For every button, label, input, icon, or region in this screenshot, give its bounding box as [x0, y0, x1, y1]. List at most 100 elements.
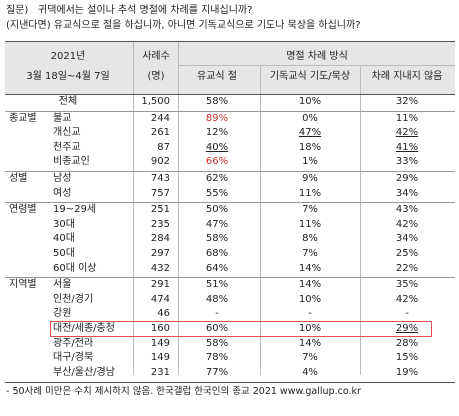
row-n: 743 — [150, 173, 170, 184]
row-label: 여성 — [53, 187, 72, 199]
rule — [5, 382, 455, 384]
cell: 42% — [395, 127, 419, 139]
row-n: 149 — [150, 337, 170, 349]
cell: 19% — [395, 366, 419, 378]
cell: 89% — [205, 112, 229, 124]
row-label: 전체 — [58, 96, 78, 107]
rule — [260, 66, 261, 375]
row-n: 160 — [150, 323, 170, 334]
period-year: 2021년 — [50, 51, 86, 62]
row-label: 부산/울산/경남 — [53, 366, 115, 378]
question-line: (지낸다면) 유교식으로 절을 하십니까, 아니면 기독교식으로 기도나 묵상을… — [6, 20, 361, 31]
cell: 50% — [205, 204, 229, 216]
cell: 43% — [395, 204, 419, 216]
rule — [178, 42, 179, 375]
cell: 7% — [302, 248, 318, 259]
cell: 51% — [205, 279, 229, 291]
row-label: 불교 — [53, 112, 72, 124]
cell: - — [405, 308, 409, 320]
row-label: 광주/전라 — [53, 337, 94, 349]
row-n: 432 — [150, 262, 170, 274]
rule — [178, 65, 455, 66]
cell: 42% — [395, 293, 419, 305]
cell: 58% — [205, 96, 229, 107]
cell: 35% — [395, 279, 419, 291]
row-label: 천주교 — [53, 141, 81, 153]
header-bg — [5, 42, 455, 94]
cell: 18% — [298, 141, 322, 153]
column-header: 차례 지내지 않음 — [371, 71, 443, 82]
cell: 14% — [298, 262, 322, 274]
cell: 7% — [302, 352, 318, 364]
row-n: 297 — [150, 248, 170, 259]
row-n: 757 — [150, 187, 170, 199]
cell: 40% — [205, 141, 229, 153]
row-label: 남성 — [53, 173, 72, 184]
column-header: 기독교식 기도/묵상 — [269, 71, 351, 82]
cell: 10% — [298, 323, 322, 334]
row-n: 231 — [150, 366, 170, 378]
cell: 29% — [395, 173, 419, 184]
cell: 66% — [205, 156, 229, 168]
cell: 64% — [205, 262, 229, 274]
period-range: 3월 18일~4월 7일 — [26, 71, 110, 82]
cell: 48% — [205, 293, 229, 305]
row-n: 1,500 — [141, 96, 170, 107]
row-label: 50대 — [53, 248, 75, 259]
rule — [5, 94, 455, 95]
row-n: 284 — [150, 233, 170, 245]
cell: 68% — [205, 248, 229, 259]
cell: 14% — [298, 279, 322, 291]
cell: 11% — [395, 112, 419, 124]
cell: 22% — [395, 262, 419, 274]
n-label: 사례수 — [142, 51, 170, 62]
cell: 33% — [395, 156, 419, 168]
row-label: 강원 — [53, 308, 72, 320]
cell: 14% — [298, 337, 322, 349]
rule — [133, 42, 134, 375]
cell: 28% — [395, 337, 419, 349]
cell: 10% — [298, 96, 322, 107]
cell: 12% — [205, 127, 229, 139]
row-label: 30대 — [53, 218, 75, 230]
column-header: 유교식 절 — [197, 71, 237, 82]
row-label: 60대 이상 — [53, 262, 97, 274]
cell: 32% — [395, 96, 419, 107]
rule — [360, 66, 361, 375]
cell: 47% — [298, 127, 322, 139]
rule — [5, 110, 455, 112]
cell: 47% — [205, 218, 229, 230]
cell: 41% — [395, 141, 419, 153]
cell: 58% — [205, 337, 229, 349]
cell: 8% — [302, 233, 318, 245]
row-label: 서울 — [53, 279, 72, 291]
row-label: 인천/경기 — [53, 293, 94, 305]
row-n: 291 — [150, 279, 170, 291]
row-label: 대구/경북 — [53, 352, 94, 364]
cell: 55% — [205, 187, 229, 199]
cell: 15% — [395, 352, 419, 364]
cell: 11% — [298, 218, 322, 230]
row-n: 149 — [150, 352, 170, 364]
rule — [5, 277, 455, 279]
row-n: 244 — [150, 112, 170, 124]
rule — [5, 202, 455, 204]
row-n: 251 — [150, 204, 170, 216]
group-label: 지역별 — [9, 279, 37, 291]
cell: 1% — [302, 156, 318, 168]
cell: 62% — [205, 173, 229, 184]
row-label: 40대 — [53, 233, 75, 245]
highlight-box — [50, 321, 432, 337]
cell: 10% — [298, 293, 322, 305]
row-n: 902 — [150, 156, 170, 168]
row-label: 대전/세종/충청 — [53, 323, 115, 334]
rule — [5, 41, 455, 42]
row-n: 235 — [150, 218, 170, 230]
cell: 34% — [395, 187, 419, 199]
cell: 7% — [302, 204, 318, 216]
cell: - — [308, 308, 312, 320]
row-n: 474 — [150, 293, 170, 305]
row-n: 87 — [157, 141, 170, 153]
group-label: 성별 — [9, 173, 28, 184]
